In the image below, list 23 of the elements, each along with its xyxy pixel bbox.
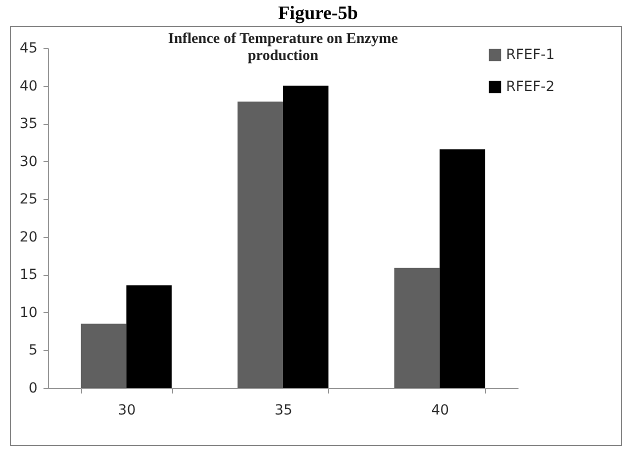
x-tick-label: 40 — [431, 402, 450, 418]
y-tick-label: 40 — [20, 78, 38, 94]
y-tick-label: 35 — [20, 116, 38, 132]
chart-subtitle: Inflence of Temperature on Enzyme production — [168, 31, 398, 64]
y-tick-label: 45 — [20, 40, 38, 56]
chart-title: Figure-5b — [277, 2, 359, 26]
bar — [394, 268, 440, 388]
y-tick-label: 15 — [20, 267, 38, 284]
bar — [283, 86, 328, 388]
y-tick-label: 30 — [20, 154, 38, 170]
y-tick-label: 10 — [20, 304, 38, 321]
y-tick-label: 20 — [20, 229, 38, 246]
legend-label: RFEF-1 — [506, 47, 555, 63]
x-tick-label: 35 — [274, 402, 292, 418]
legend-label: RFEF-2 — [506, 79, 555, 95]
bar — [440, 149, 486, 388]
y-tick-label: 25 — [20, 192, 38, 208]
bar — [126, 285, 172, 388]
y-tick-label: 5 — [28, 342, 38, 359]
y-tick-label: 0 — [28, 380, 38, 396]
bar — [80, 324, 126, 388]
x-tick-label: 30 — [118, 402, 136, 418]
bar — [238, 102, 283, 388]
